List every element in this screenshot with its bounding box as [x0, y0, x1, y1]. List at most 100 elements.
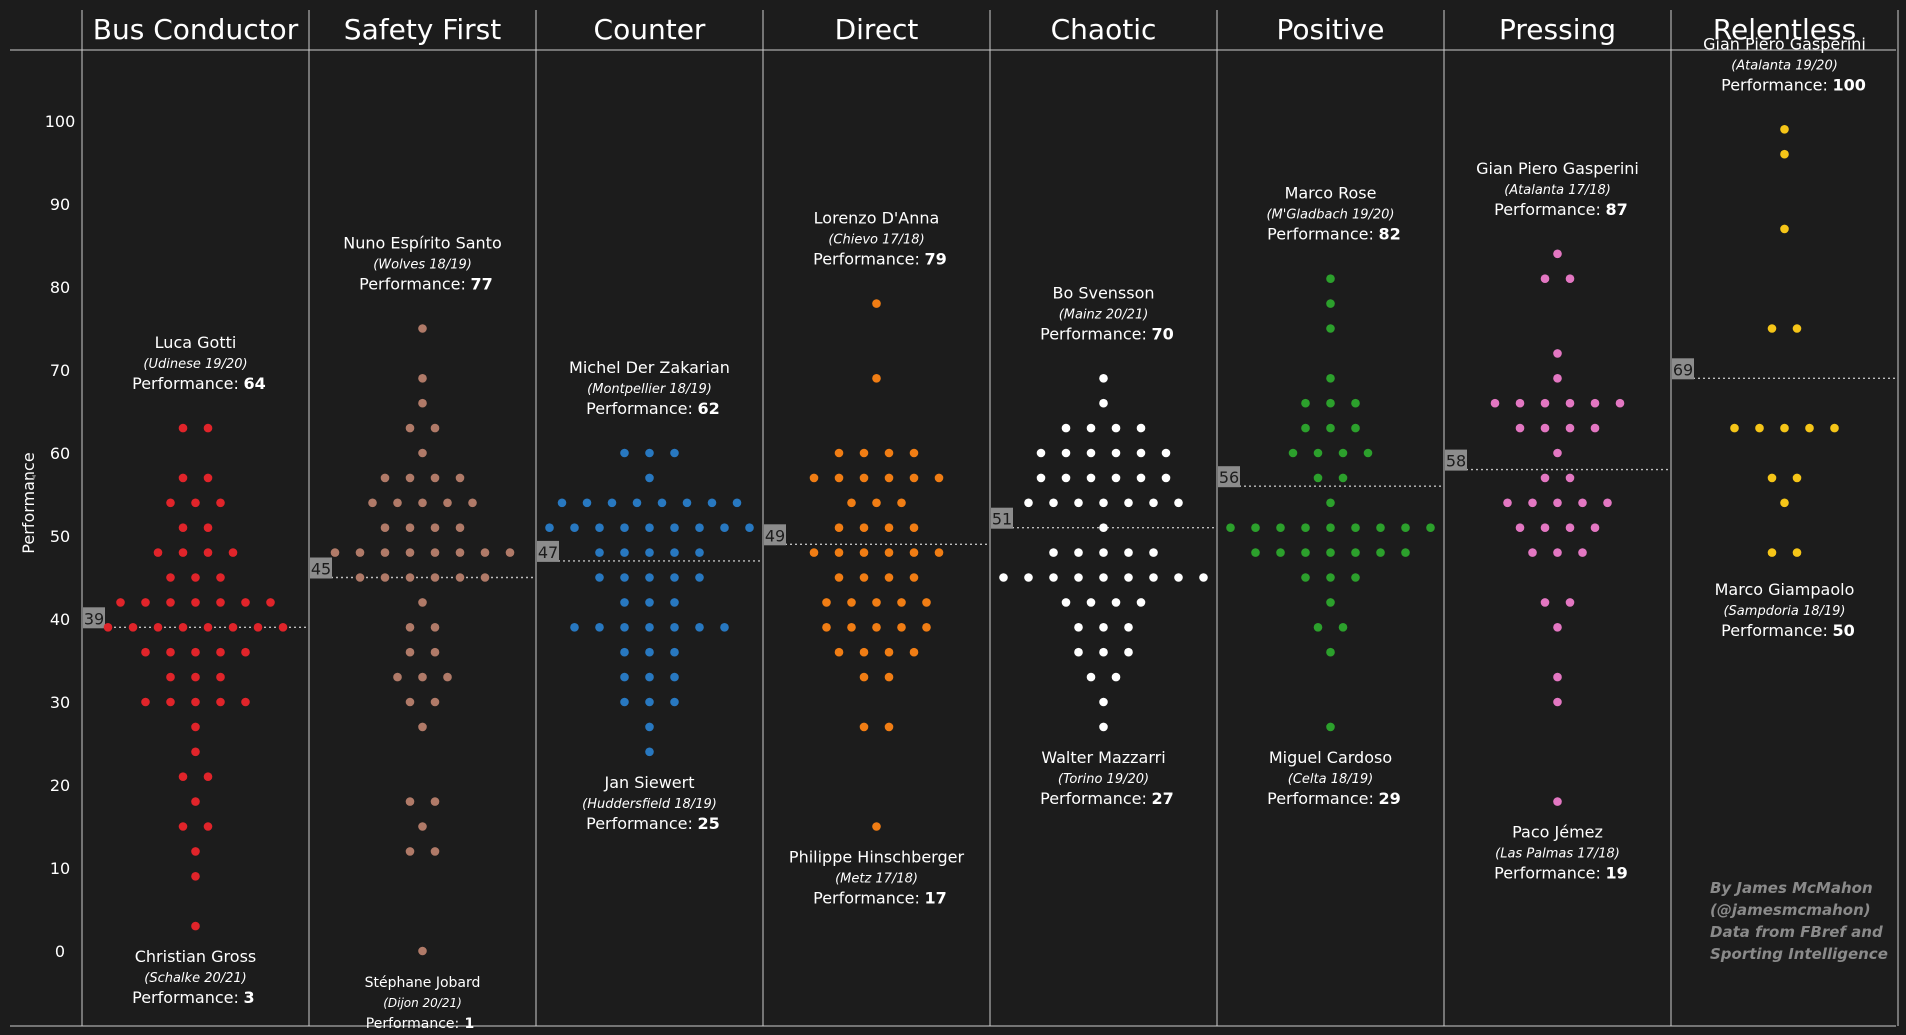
data-point	[203, 423, 213, 433]
data-point	[872, 299, 881, 308]
data-point	[1578, 548, 1587, 557]
data-point	[1099, 573, 1108, 582]
data-point	[645, 523, 654, 532]
bottom-manager-club: (Las Palmas 17/18)	[1495, 847, 1620, 862]
data-point	[1565, 398, 1575, 408]
data-point	[859, 448, 869, 458]
data-point	[1161, 448, 1171, 458]
y-tick-label: 0	[55, 942, 65, 961]
data-point	[859, 523, 869, 532]
data-point	[720, 523, 729, 532]
data-point	[178, 473, 188, 483]
top-performance-label: Performance:	[1040, 324, 1147, 343]
data-point	[670, 697, 679, 707]
data-point	[1376, 548, 1385, 557]
data-point	[1338, 448, 1348, 458]
bottom-manager-name: Marco Giampaolo	[1715, 580, 1855, 599]
top-performance-label: Performance:	[132, 374, 239, 393]
data-point	[278, 623, 288, 632]
data-point	[1401, 548, 1410, 557]
data-point	[430, 573, 440, 582]
data-point	[216, 647, 225, 657]
data-point	[1565, 274, 1575, 284]
y-tick-label: 10	[50, 859, 70, 878]
data-point	[1615, 398, 1625, 408]
data-point	[1338, 623, 1348, 632]
data-point	[934, 473, 944, 483]
data-point	[1061, 598, 1071, 607]
average-badge	[83, 607, 105, 629]
data-point	[1565, 523, 1575, 532]
data-point	[355, 548, 365, 557]
bottom-performance-label: Performance:	[586, 814, 693, 833]
top-manager-club: (Udinese 19/20)	[143, 357, 247, 372]
data-point	[330, 548, 340, 557]
data-point	[1326, 299, 1335, 308]
top-manager-name: Michel Der Zakarian	[569, 358, 730, 377]
data-point	[505, 548, 515, 557]
data-point	[1792, 473, 1802, 483]
data-point	[153, 548, 163, 557]
top-performance-value: 100	[1833, 75, 1866, 94]
data-point	[418, 672, 427, 682]
data-point	[1174, 573, 1183, 582]
data-point	[620, 672, 629, 682]
data-point	[1124, 647, 1133, 657]
data-point	[1301, 548, 1310, 557]
data-point	[872, 374, 881, 383]
data-point	[884, 573, 894, 582]
data-point	[178, 523, 188, 532]
data-point	[468, 498, 477, 508]
data-point	[1099, 523, 1108, 532]
data-point	[1780, 498, 1789, 508]
data-point	[909, 548, 919, 557]
data-point	[695, 523, 704, 532]
data-point	[1149, 548, 1158, 557]
data-point	[241, 647, 250, 657]
average-badge	[310, 557, 332, 579]
top-performance-label: Performance:	[359, 275, 466, 294]
data-point	[1074, 623, 1083, 632]
data-point	[1540, 523, 1550, 532]
average-value: 39	[84, 609, 104, 628]
data-point	[1553, 498, 1562, 508]
bottom-manager-club: (Huddersfield 18/19)	[582, 797, 717, 812]
y-tick-label: 100	[45, 112, 76, 131]
data-point	[141, 598, 150, 607]
data-point	[405, 573, 415, 582]
bottom-performance-label: Performance:	[1267, 789, 1374, 808]
credit-text: Data from FBref and	[1710, 923, 1883, 941]
data-point	[1590, 523, 1600, 532]
top-manager-name: Bo Svensson	[1052, 283, 1154, 302]
data-point	[116, 598, 125, 607]
data-point	[645, 672, 654, 682]
data-point	[178, 548, 188, 557]
data-point	[834, 523, 844, 532]
data-point	[884, 448, 894, 458]
data-point	[1805, 423, 1814, 433]
data-point	[418, 374, 427, 383]
data-point	[1099, 722, 1108, 732]
data-point	[884, 473, 894, 483]
data-point	[872, 623, 881, 632]
data-point	[393, 672, 402, 682]
data-point	[670, 448, 679, 458]
top-manager-club: (Mainz 20/21)	[1059, 307, 1149, 322]
data-point	[1351, 523, 1360, 532]
data-point	[430, 523, 440, 532]
data-point	[430, 797, 440, 806]
top-performance-value: 70	[1152, 324, 1174, 343]
top-performance-value: 64	[244, 374, 266, 393]
data-point	[1136, 473, 1146, 483]
data-point	[1553, 623, 1562, 632]
average-badge	[537, 540, 559, 562]
data-point	[859, 573, 869, 582]
data-point	[834, 448, 844, 458]
average-value: 51	[992, 510, 1012, 529]
bottom-performance-value: 19	[1606, 864, 1628, 883]
data-point	[128, 623, 138, 632]
data-point	[178, 822, 188, 831]
bottom-performance-label: Performance:	[132, 988, 239, 1007]
data-point	[1086, 448, 1096, 458]
column-header-6: Pressing	[1499, 13, 1616, 46]
